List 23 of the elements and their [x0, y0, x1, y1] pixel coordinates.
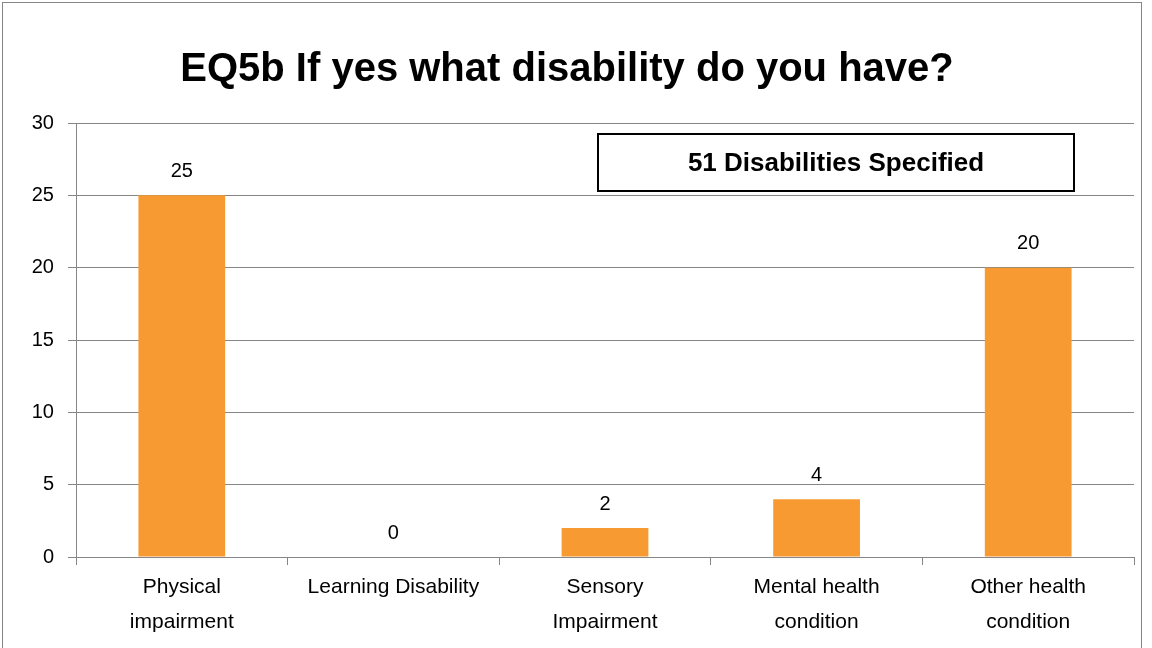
y-tick-label: 30	[31, 110, 54, 133]
y-tick-label: 10	[31, 399, 54, 422]
x-tick-label: Sensory Impairment	[552, 574, 658, 632]
bar	[561, 528, 649, 557]
data-label: 20	[1017, 231, 1040, 254]
y-tick-label: 25	[31, 182, 54, 205]
chart-title: EQ5b If yes what disability do you have?	[180, 45, 954, 90]
data-label: 2	[599, 491, 611, 514]
bar	[138, 195, 226, 557]
annotation: 51 Disabilities Specified	[687, 147, 985, 178]
x-tick-label: Learning Disability	[307, 574, 480, 598]
x-tick-label: Physical impairment	[129, 574, 234, 632]
y-tick-label: 15	[31, 327, 54, 350]
y-tick-label: 0	[42, 544, 54, 567]
x-tick-label: Mental health condition	[753, 574, 880, 632]
y-tick-label: 5	[42, 472, 54, 495]
data-label: 25	[170, 158, 193, 181]
y-tick-label: 20	[31, 255, 54, 278]
bar	[984, 267, 1072, 557]
data-label: 0	[387, 520, 399, 543]
bar	[773, 499, 860, 557]
data-label: 4	[811, 462, 823, 485]
x-tick-label: Other health condition	[970, 574, 1086, 632]
